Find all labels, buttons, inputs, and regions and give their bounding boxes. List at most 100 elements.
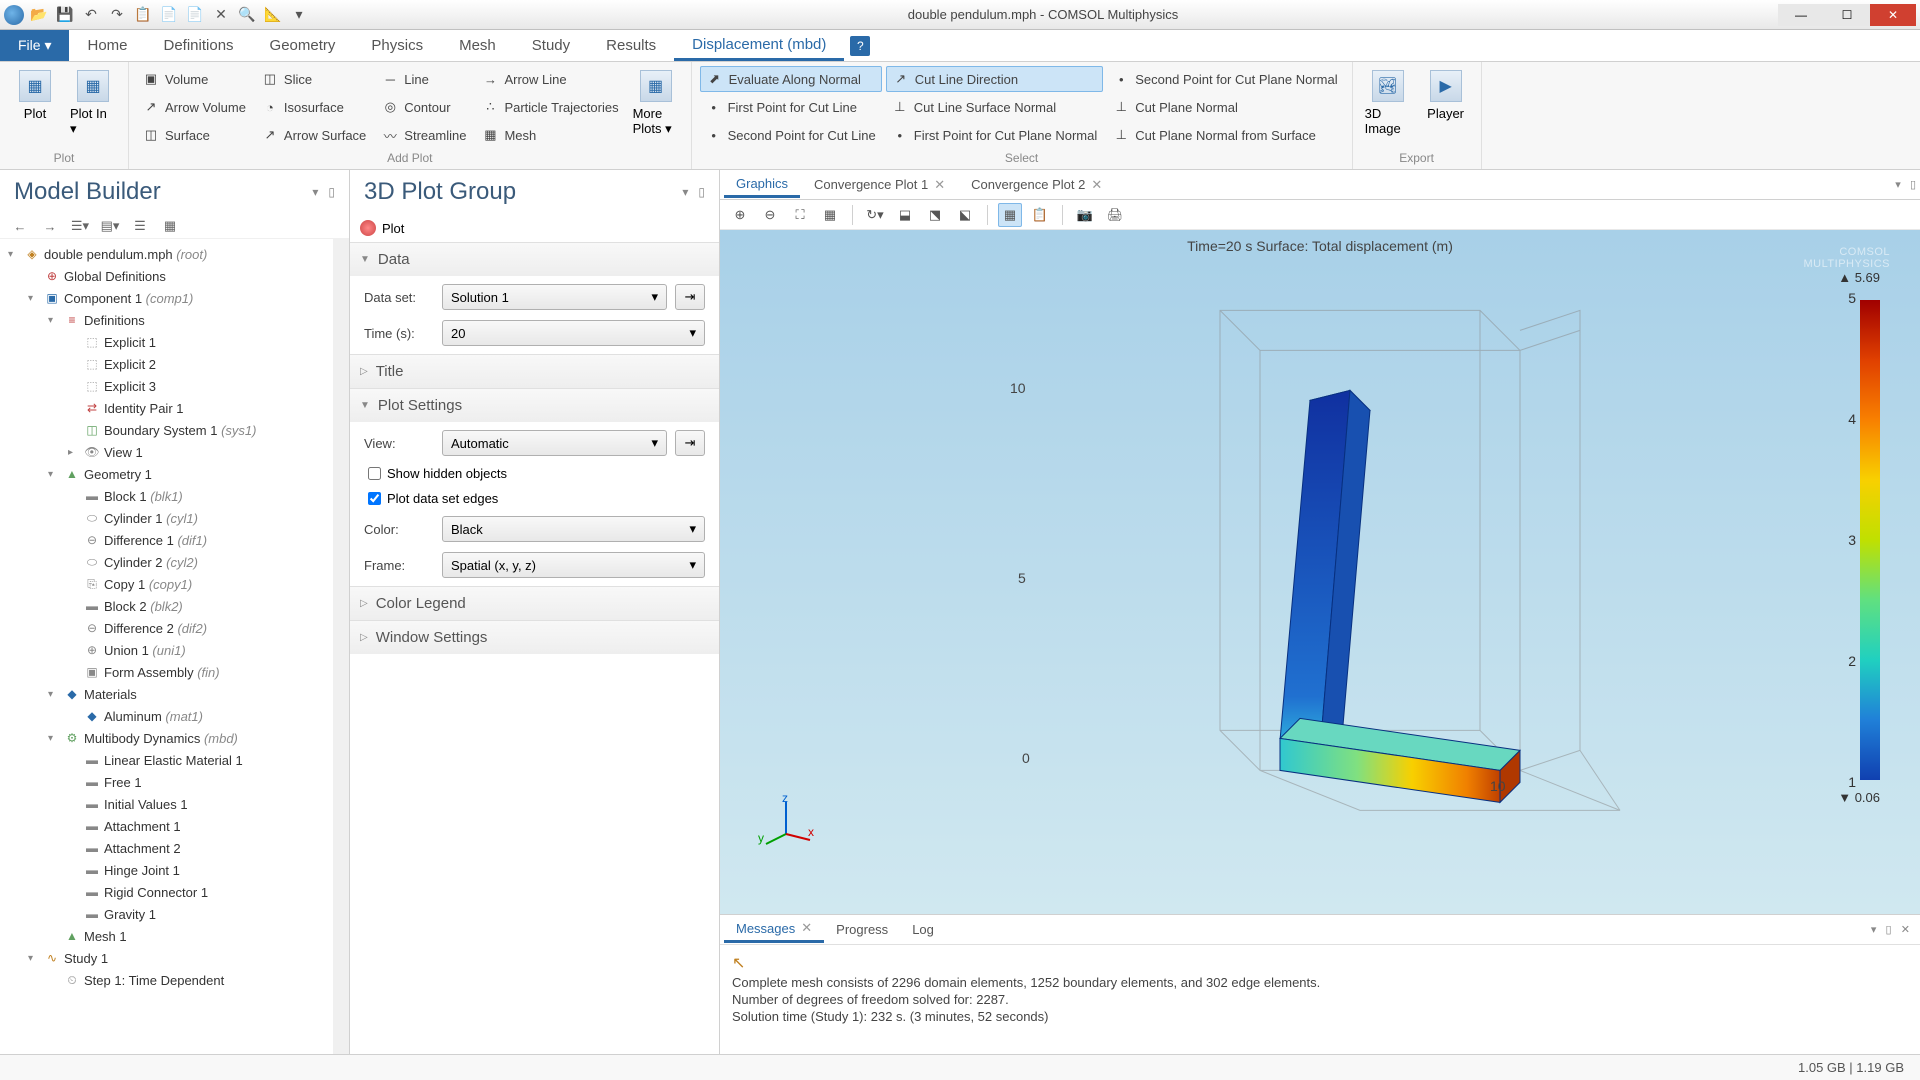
qat-button[interactable]: 🔍 (238, 6, 256, 24)
surface-button[interactable]: ◫Surface (137, 122, 252, 148)
tree-node[interactable]: ▬Hinge Joint 1 (2, 859, 331, 881)
arrow-volume-button[interactable]: ↗Arrow Volume (137, 94, 252, 120)
tree-node[interactable]: ▸👁View 1 (2, 441, 331, 463)
tree-node[interactable]: ▬Rigid Connector 1 (2, 881, 331, 903)
color-select[interactable]: Black▾ (442, 516, 705, 542)
tree-node[interactable]: ▣Form Assembly (fin) (2, 661, 331, 683)
menu-tab-geometry[interactable]: Geometry (252, 30, 354, 61)
menu-tab-home[interactable]: Home (69, 30, 145, 61)
graphics-toolbar-button[interactable]: 📷 (1073, 203, 1097, 227)
qat-button[interactable]: ↶ (82, 6, 100, 24)
expand-icon[interactable]: ▾ (48, 733, 60, 744)
slice-button[interactable]: ◫Slice (256, 66, 372, 92)
3d-image-button[interactable]: 🏞3D Image (1361, 66, 1415, 149)
player-button[interactable]: ▶Player (1419, 66, 1473, 149)
tree-node[interactable]: ▾◆Materials (2, 683, 331, 705)
dataset-select[interactable]: Solution 1▾ (442, 284, 667, 310)
streamline-button[interactable]: 〰Streamline (376, 122, 472, 148)
qat-button[interactable]: 📄 (186, 6, 204, 24)
graphics-toolbar-button[interactable]: ⛶ (788, 203, 812, 227)
tree-node[interactable]: ▬Free 1 (2, 771, 331, 793)
graphics-toolbar-button[interactable]: ⊖ (758, 203, 782, 227)
tree-node[interactable]: ⊖Difference 2 (dif2) (2, 617, 331, 639)
panel-controls[interactable]: ▾ ▯ (312, 185, 335, 199)
tree-node[interactable]: ⊕Global Definitions (2, 265, 331, 287)
help-button[interactable]: ? (850, 36, 870, 56)
line-button[interactable]: ─Line (376, 66, 472, 92)
tree-node[interactable]: ▾▣Component 1 (comp1) (2, 287, 331, 309)
expand-icon[interactable]: ▾ (28, 293, 40, 304)
tree-node[interactable]: ⏲Step 1: Time Dependent (2, 969, 331, 991)
qat-button[interactable]: ✕ (212, 6, 230, 24)
tree-node[interactable]: ▬Attachment 1 (2, 815, 331, 837)
cut-plane-normal-from-surface-button[interactable]: ⊥Cut Plane Normal from Surface (1107, 122, 1343, 148)
tree-node[interactable]: ▬Attachment 2 (2, 837, 331, 859)
expand-icon[interactable]: ▾ (48, 469, 60, 480)
tree-toolbar-button[interactable]: ▤▾ (100, 216, 120, 236)
first-pt-cut-plane-normal-button[interactable]: •First Point for Cut Plane Normal (886, 122, 1104, 148)
cut-line-surface-normal-button[interactable]: ⊥Cut Line Surface Normal (886, 94, 1104, 120)
dataset-go[interactable]: ⇥ (675, 284, 705, 310)
qat-button[interactable]: ↷ (108, 6, 126, 24)
time-select[interactable]: 20▾ (442, 320, 705, 346)
particle-traj-button[interactable]: ∴Particle Trajectories (476, 94, 624, 120)
tree-node[interactable]: ▾∿Study 1 (2, 947, 331, 969)
arrow-surface-button[interactable]: ↗Arrow Surface (256, 122, 372, 148)
expand-icon[interactable]: ▾ (28, 953, 40, 964)
tree-node[interactable]: ⬭Cylinder 2 (cyl2) (2, 551, 331, 573)
graphics-toolbar-button[interactable]: ⬕ (953, 203, 977, 227)
menu-tab-results[interactable]: Results (588, 30, 674, 61)
contour-button[interactable]: ◎Contour (376, 94, 472, 120)
tree-node[interactable]: ▬Linear Elastic Material 1 (2, 749, 331, 771)
panel-controls[interactable]: ▾ ▯ (682, 185, 705, 199)
isosurface-button[interactable]: ◔Isosurface (256, 94, 372, 120)
file-menu[interactable]: File ▾ (0, 30, 69, 61)
maximize-button[interactable]: ☐ (1824, 4, 1870, 26)
more-plots-button[interactable]: ▦More Plots ▾ (629, 66, 683, 149)
tree-node[interactable]: ▲Mesh 1 (2, 925, 331, 947)
tree-toolbar-button[interactable]: ☰ (130, 216, 150, 236)
menu-tab-physics[interactable]: Physics (353, 30, 441, 61)
messages-tab[interactable]: Progress (824, 918, 900, 941)
messages-tab[interactable]: Messages✕ (724, 916, 824, 943)
tree-node[interactable]: ◫Boundary System 1 (sys1) (2, 419, 331, 441)
mesh-plot-button[interactable]: ▦Mesh (476, 122, 624, 148)
close-button[interactable]: ✕ (1870, 4, 1916, 26)
section-plot-settings[interactable]: ▼ Plot Settings (350, 388, 719, 422)
tree-node[interactable]: ▬Gravity 1 (2, 903, 331, 925)
graphics-toolbar-button[interactable]: ⊕ (728, 203, 752, 227)
show-hidden-checkbox[interactable]: Show hidden objects (364, 466, 705, 481)
minimize-button[interactable]: — (1778, 4, 1824, 26)
qat-button[interactable]: 📄 (160, 6, 178, 24)
tree-node[interactable]: ⬚Explicit 1 (2, 331, 331, 353)
close-icon[interactable]: ✕ (1091, 177, 1102, 193)
qat-button[interactable]: ▾ (290, 6, 308, 24)
volume-button[interactable]: ▣Volume (137, 66, 252, 92)
view-select[interactable]: Automatic▾ (442, 430, 667, 456)
tree-node[interactable]: ⊖Difference 1 (dif1) (2, 529, 331, 551)
graphics-tabs-controls[interactable]: ▾ ▯ (1895, 178, 1916, 191)
tree-toolbar-button[interactable]: ← (10, 216, 30, 236)
plot-in-button[interactable]: ▦Plot In ▾ (66, 66, 120, 149)
cut-line-direction-button[interactable]: ↗Cut Line Direction (886, 66, 1104, 92)
graphics-tab[interactable]: Convergence Plot 1✕ (802, 173, 957, 197)
cut-plane-normal-button[interactable]: ⊥Cut Plane Normal (1107, 94, 1343, 120)
qat-button[interactable]: 💾 (56, 6, 74, 24)
graphics-tab[interactable]: Convergence Plot 2✕ (959, 173, 1114, 197)
close-icon[interactable]: ✕ (934, 177, 945, 193)
graphics-toolbar-button[interactable]: ⬓ (893, 203, 917, 227)
tree-scrollbar[interactable] (333, 239, 349, 1054)
section-color-legend[interactable]: ▷ Color Legend (350, 586, 719, 620)
view-go[interactable]: ⇥ (675, 430, 705, 456)
messages-controls[interactable]: ▾ ▯ ✕ (1871, 923, 1916, 936)
show-hidden-input[interactable] (368, 467, 381, 480)
close-icon[interactable]: ✕ (801, 920, 812, 936)
graphics-canvas[interactable]: Time=20 s Surface: Total displacement (m… (720, 230, 1920, 914)
expand-icon[interactable]: ▾ (48, 315, 60, 326)
menu-tab-definitions[interactable]: Definitions (146, 30, 252, 61)
section-data[interactable]: ▼ Data (350, 242, 719, 276)
tree-node[interactable]: ▾◈double pendulum.mph (root) (2, 243, 331, 265)
graphics-toolbar-button[interactable]: ↻▾ (863, 203, 887, 227)
qat-button[interactable]: 📋 (134, 6, 152, 24)
tree-node[interactable]: ▬Block 1 (blk1) (2, 485, 331, 507)
